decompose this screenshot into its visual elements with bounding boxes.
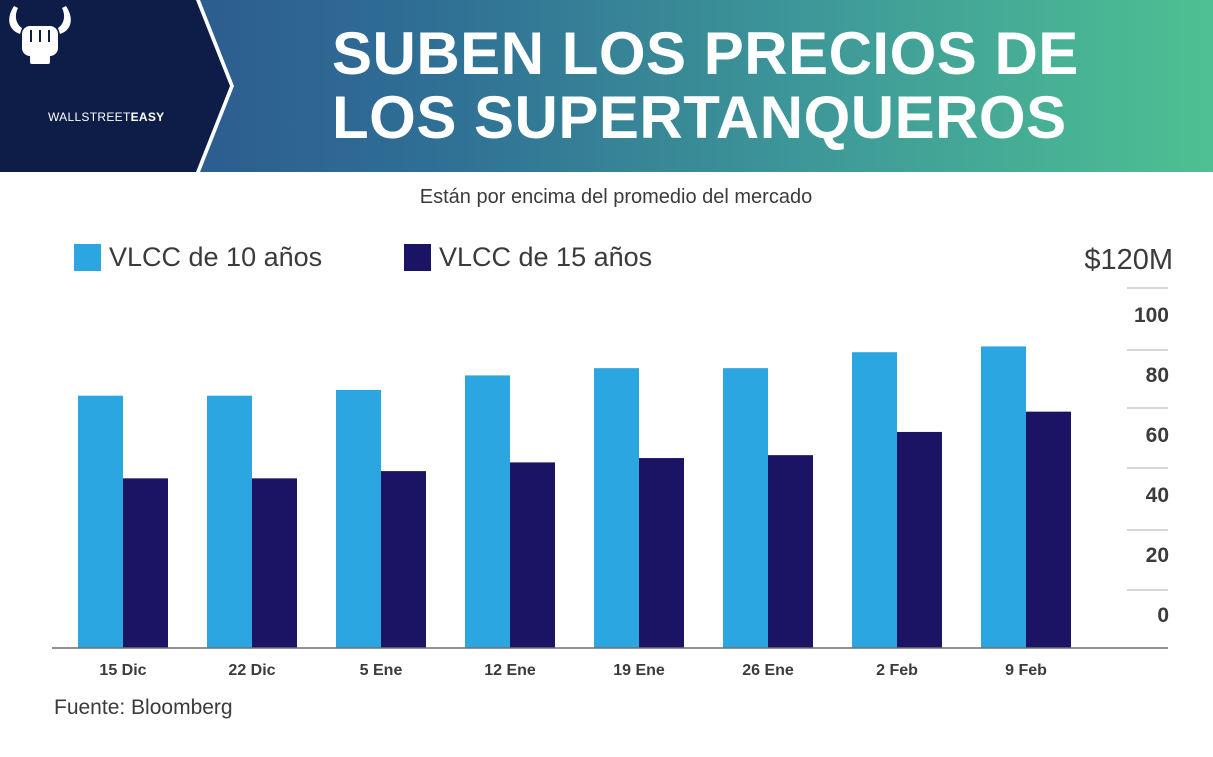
x-axis-category-label: 12 Ene — [484, 662, 536, 679]
bar-vlcc-15y — [252, 478, 297, 648]
y-axis-tick-label: 0 — [1157, 604, 1169, 627]
bull-fist-logo-icon — [9, 6, 71, 64]
brand-panel: WALLSTREETEASY — [0, 0, 240, 172]
header-banner: WALLSTREETEASY SUBEN LOS PRECIOS DE LOS … — [0, 0, 1213, 172]
y-axis-tick-label: 20 — [1146, 544, 1169, 567]
brand-name-light: WALLSTREET — [48, 110, 131, 124]
bar-vlcc-10y — [594, 368, 639, 648]
x-axis-category-label: 22 Dic — [228, 662, 275, 679]
y-axis-unit-label: $120M — [1084, 244, 1173, 276]
x-axis-category-label: 15 Dic — [99, 662, 146, 679]
x-axis-category-label: 9 Feb — [1005, 662, 1047, 679]
bar-vlcc-15y — [510, 462, 555, 648]
y-axis-tick-label: 60 — [1146, 424, 1169, 447]
legend-swatch-10y — [74, 243, 101, 271]
bar-vlcc-15y — [381, 471, 426, 648]
bar-vlcc-15y — [897, 431, 942, 648]
bar-vlcc-10y — [465, 375, 510, 648]
y-axis-tick-label: 80 — [1146, 364, 1169, 387]
bar-chart: 0 20 40 60 80 100 15 Dic 22 Dic 5 Ene 12 Ene 19 En… — [52, 287, 1169, 679]
x-axis-category-label: 2 Feb — [876, 662, 918, 679]
page-title: SUBEN LOS PRECIOS DE LOS SUPERTANQUEROS — [332, 22, 1192, 150]
bar-vlcc-15y — [1026, 411, 1071, 648]
brand-name-bold: EASY — [130, 110, 165, 124]
legend-label-15y: VLCC de 15 años — [439, 241, 653, 272]
bar-vlcc-15y — [768, 455, 813, 648]
bar-vlcc-10y — [981, 346, 1026, 648]
bar-vlcc-10y — [852, 352, 897, 648]
x-axis-category-label: 5 Ene — [360, 662, 403, 679]
bar-vlcc-10y — [207, 395, 252, 648]
legend-item-15y: VLCC de 15 años — [404, 240, 652, 274]
source-note: Fuente: Bloomberg — [54, 696, 233, 719]
title-line-2: LOS SUPERTANQUEROS — [332, 84, 1067, 151]
y-axis-tick-label: 40 — [1146, 484, 1169, 507]
legend-swatch-15y — [404, 243, 431, 271]
title-line-1: SUBEN LOS PRECIOS DE — [332, 20, 1079, 87]
bar-vlcc-15y — [639, 458, 684, 648]
bar-vlcc-15y — [123, 478, 168, 648]
bar-vlcc-10y — [336, 389, 381, 648]
legend-label-10y: VLCC de 10 años — [109, 241, 323, 272]
bar-vlcc-10y — [78, 395, 123, 648]
y-axis-tick-label: 100 — [1134, 304, 1169, 327]
x-axis-category-label: 26 Ene — [742, 662, 794, 679]
legend-item-10y: VLCC de 10 años — [74, 240, 322, 274]
bar-vlcc-10y — [723, 368, 768, 648]
x-axis-category-label: 19 Ene — [613, 662, 665, 679]
chart-subtitle: Están por encima del promedio del mercad… — [419, 186, 813, 208]
brand-wordmark: WALLSTREETEASY — [48, 110, 178, 124]
